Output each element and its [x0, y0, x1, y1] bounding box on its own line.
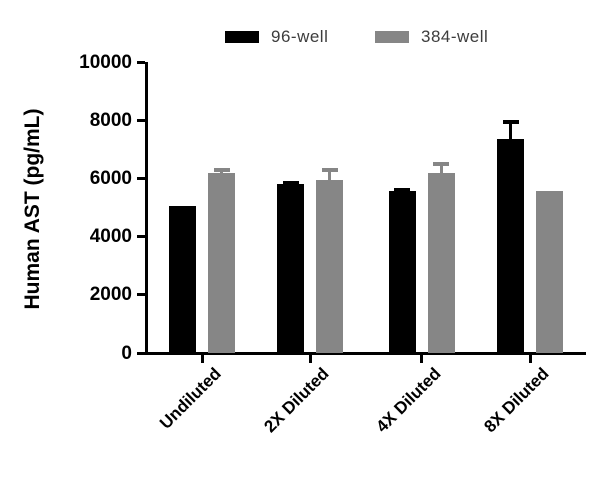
x-axis-tick [420, 355, 424, 363]
x-category-label-undiluted: Undiluted [155, 364, 225, 433]
error-bar-cap-384-well-2x-diluted [321, 168, 338, 173]
error-bar-cap-96-well-8x-diluted [502, 120, 519, 125]
legend-item-96-well: 96-well [225, 27, 328, 47]
y-axis-tick [137, 118, 145, 122]
bar-96-well-8x-diluted [497, 139, 524, 353]
x-axis-tick [200, 355, 204, 363]
y-axis-title: Human AST (pg/mL) [21, 108, 44, 310]
legend-label-384-well: 384-well [421, 27, 489, 46]
y-tick-label: 4000 [89, 226, 132, 248]
y-axis-line [145, 62, 148, 355]
y-tick-label: 8000 [89, 109, 132, 131]
error-bar-cap-96-well-4x-diluted [394, 188, 411, 193]
bar-96-well-undiluted [169, 206, 196, 353]
legend-swatch-96-well [225, 31, 259, 43]
bar-96-well-4x-diluted [388, 191, 416, 353]
bar-384-well-undiluted [208, 172, 235, 353]
error-bar-cap-384-well-4x-diluted [433, 161, 450, 166]
y-tick-label: 6000 [89, 167, 132, 189]
error-bar-384-well-4x-diluted [439, 161, 443, 175]
bar-384-well-4x-diluted [427, 172, 455, 353]
x-axis-line [145, 352, 586, 355]
legend-label-96-well: 96-well [271, 27, 329, 46]
error-bar-96-well-8x-diluted [509, 120, 512, 142]
bar-96-well-2x-diluted [277, 184, 304, 353]
y-axis-tick [137, 351, 145, 355]
legend-item-384-well: 384-well [375, 27, 488, 47]
bar-384-well-2x-diluted [316, 179, 343, 353]
x-category-label-8x-diluted: 8X Diluted [480, 364, 553, 437]
x-category-label-2x-diluted: 2X Diluted [260, 364, 333, 437]
y-axis-tick [137, 60, 145, 64]
error-bar-384-well-2x-diluted [328, 168, 331, 182]
legend-swatch-384-well [375, 31, 409, 43]
y-axis-tick [137, 293, 145, 297]
y-tick-label: 10000 [79, 51, 132, 73]
x-axis-tick [308, 355, 312, 363]
y-axis-tick [137, 235, 145, 239]
error-bar-cap-384-well-undiluted [213, 168, 230, 173]
x-category-label-4x-diluted: 4X Diluted [371, 364, 445, 437]
y-tick-label: 2000 [89, 284, 132, 306]
x-axis-tick [528, 355, 532, 363]
y-tick-label: 0 [121, 342, 132, 364]
bar-384-well-8x-diluted [536, 191, 563, 353]
y-axis-tick [137, 176, 145, 180]
error-bar-cap-96-well-2x-diluted [282, 181, 299, 186]
